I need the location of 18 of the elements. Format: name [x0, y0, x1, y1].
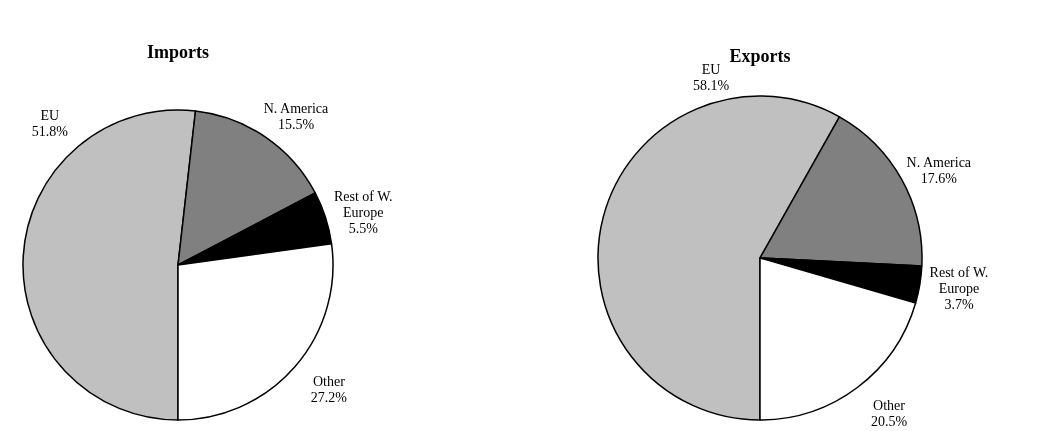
- slice-label: EU: [40, 108, 60, 124]
- slice-label: Rest of W. Europe: [333, 188, 393, 220]
- slice-label: EU: [701, 62, 721, 78]
- data-label: 20.5%: [870, 414, 908, 430]
- data-label: 3.7%: [944, 296, 974, 312]
- data-label: 5.5%: [348, 220, 379, 236]
- chart-title: Imports: [147, 42, 209, 62]
- data-label: 58.1%: [693, 78, 730, 94]
- slice-label: N. America: [906, 155, 972, 171]
- data-label: 51.8%: [31, 124, 69, 140]
- chart-title: Exports: [729, 46, 791, 66]
- slice-label: Rest of W. Europe: [929, 264, 989, 296]
- data-label: 27.2%: [310, 389, 348, 405]
- slice-label: Other: [873, 398, 906, 414]
- data-label: 17.6%: [920, 171, 958, 187]
- slice-label: N. America: [263, 100, 330, 116]
- data-label: 15.5%: [277, 116, 315, 132]
- slice-label: Other: [312, 373, 346, 389]
